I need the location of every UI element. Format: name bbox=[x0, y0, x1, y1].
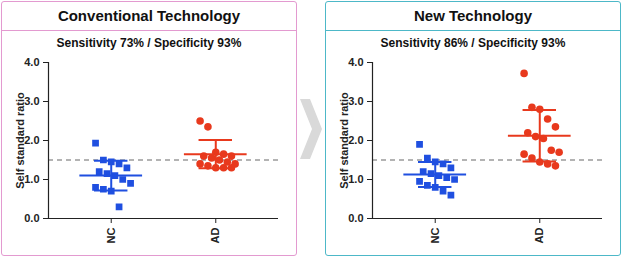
html-text:New Technology: New Technology bbox=[414, 7, 532, 24]
svg-text:0.0: 0.0 bbox=[348, 212, 363, 224]
svg-text:Self standard ratio: Self standard ratio bbox=[14, 92, 26, 189]
svg-text:3.0: 3.0 bbox=[348, 95, 363, 107]
html-text:Conventional Technology: Conventional Technology bbox=[57, 7, 241, 24]
svg-text:4.0: 4.0 bbox=[348, 56, 363, 68]
svg-text:2.0: 2.0 bbox=[24, 134, 39, 146]
svg-text:3.0: 3.0 bbox=[24, 95, 39, 107]
svg-text:1.0: 1.0 bbox=[24, 173, 39, 185]
svg-text:AD: AD bbox=[209, 227, 221, 243]
html-text:Sensitivity 86% / Specificity: Sensitivity 86% / Specificity 93% bbox=[380, 36, 566, 50]
svg-text:1.0: 1.0 bbox=[348, 173, 363, 185]
svg-text:Self standard ratio: Self standard ratio bbox=[338, 92, 350, 189]
svg-text:NC: NC bbox=[429, 227, 441, 243]
svg-text:4.0: 4.0 bbox=[24, 56, 39, 68]
svg-text:NC: NC bbox=[105, 227, 117, 243]
html-text:Sensitivity 73% / Specificity: Sensitivity 73% / Specificity 93% bbox=[56, 36, 242, 50]
svg-text:AD: AD bbox=[533, 227, 545, 243]
svg-text:2.0: 2.0 bbox=[348, 134, 363, 146]
svg-text:0.0: 0.0 bbox=[24, 212, 39, 224]
